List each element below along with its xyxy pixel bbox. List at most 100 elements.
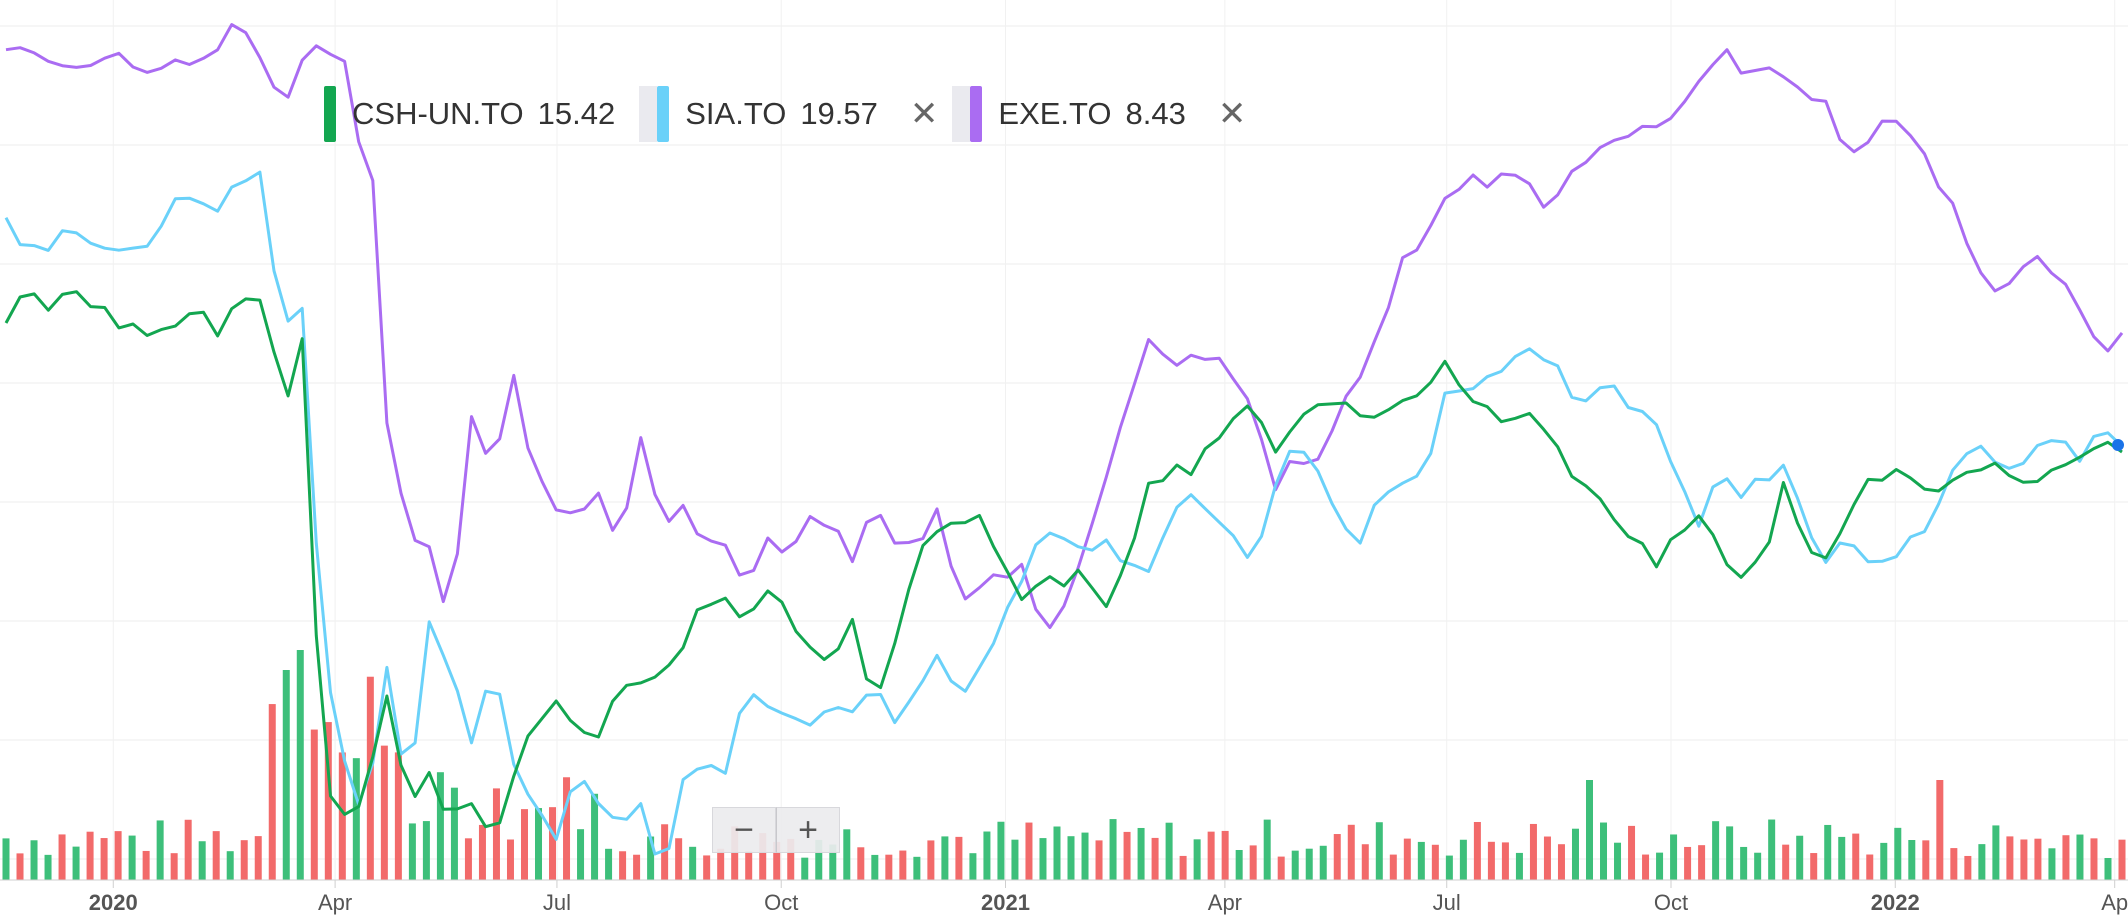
- legend-item-csh[interactable]: CSH-UN.TO 15.42: [318, 86, 639, 142]
- volume-bar: [745, 851, 753, 880]
- volume-bar: [1642, 854, 1650, 880]
- volume-bar: [2034, 838, 2042, 880]
- volume-bar: [1291, 850, 1299, 880]
- volume-bar: [941, 836, 949, 880]
- volume-bar: [955, 836, 963, 880]
- volume-bar: [1936, 780, 1944, 880]
- volume-bar: [1880, 842, 1888, 880]
- legend-value: 15.42: [537, 96, 616, 131]
- volume-bar: [1361, 844, 1369, 880]
- volume-bar: [212, 831, 220, 880]
- volume-bar: [156, 820, 164, 880]
- volume-bar: [1039, 838, 1047, 880]
- legend-symbol: EXE.TO: [998, 96, 1112, 131]
- volume-bar: [969, 853, 977, 880]
- volume-bars: [2, 650, 2126, 880]
- volume-bar: [605, 848, 613, 880]
- volume-bar: [114, 831, 122, 880]
- volume-bar: [619, 851, 627, 880]
- volume-bar: [1978, 844, 1986, 880]
- volume-bar: [661, 824, 669, 880]
- volume-bar: [492, 788, 500, 880]
- volume-bar: [1740, 846, 1748, 880]
- x-tick-label: Apr: [318, 890, 352, 915]
- volume-bar: [2062, 835, 2070, 880]
- volume-bar: [1025, 822, 1033, 880]
- close-icon[interactable]: ✕: [1217, 95, 1247, 133]
- x-tick-label: Jul: [543, 890, 571, 915]
- close-icon[interactable]: ✕: [909, 95, 939, 133]
- volume-bar: [1600, 822, 1608, 880]
- volume-bar: [899, 850, 907, 880]
- volume-bar: [1838, 836, 1846, 880]
- volume-bar: [1137, 827, 1145, 880]
- volume-bar: [1796, 835, 1804, 880]
- series-line-siato: [4, 170, 2124, 856]
- volume-bar: [296, 650, 304, 880]
- volume-bar: [1866, 854, 1874, 880]
- volume-bar: [324, 722, 332, 880]
- volume-bar: [1109, 819, 1117, 880]
- x-tick-label: Apr: [1208, 890, 1242, 915]
- volume-bar: [1333, 834, 1341, 880]
- volume-bar: [731, 826, 739, 880]
- volume-bar: [913, 856, 921, 880]
- volume-bar: [1305, 848, 1313, 880]
- volume-bar: [1487, 841, 1495, 880]
- volume-bar: [1417, 841, 1425, 880]
- volume-bar: [1768, 819, 1776, 880]
- x-tick-label: 2020: [89, 890, 138, 915]
- volume-bar: [675, 838, 683, 880]
- x-tick-label: Oct: [764, 890, 798, 915]
- volume-bar: [689, 846, 697, 880]
- volume-bar: [633, 854, 641, 880]
- volume-bar: [1852, 833, 1860, 880]
- series-line-cshunto: [4, 290, 2123, 829]
- volume-bar: [464, 838, 472, 880]
- volume-bar: [1473, 821, 1481, 880]
- volume-bar: [1922, 840, 1930, 880]
- volume-bar: [1095, 840, 1103, 880]
- legend-value: 8.43: [1125, 96, 1186, 131]
- volume-bar: [1964, 855, 1972, 880]
- legend-swatch-csh: [324, 86, 336, 142]
- volume-bar: [2048, 848, 2056, 880]
- volume-bar: [983, 831, 991, 880]
- legend-swatch-sia: [657, 86, 670, 142]
- volume-bar: [1165, 822, 1173, 880]
- x-tick-label: 2021: [981, 890, 1030, 915]
- volume-bar: [1908, 840, 1916, 880]
- volume-bar: [240, 840, 248, 880]
- series-line-exeto: [5, 23, 2124, 630]
- volume-bar: [2006, 836, 2014, 880]
- volume-bar: [1081, 832, 1089, 880]
- volume-bar: [142, 850, 150, 880]
- volume-bar: [1515, 852, 1523, 880]
- legend-item-exe[interactable]: EXE.TO 8.43 ✕: [952, 86, 1260, 142]
- legend-item-sia[interactable]: SIA.TO 19.57 ✕: [639, 86, 952, 142]
- volume-bar: [927, 840, 935, 880]
- volume-bar: [1067, 836, 1075, 880]
- volume-bar: [520, 809, 528, 880]
- volume-bar: [198, 841, 206, 880]
- volume-bar: [843, 829, 851, 880]
- volume-bar: [1235, 849, 1243, 880]
- volume-bar: [2104, 857, 2112, 880]
- volume-bar: [422, 821, 430, 880]
- volume-bar: [1614, 842, 1622, 880]
- volume-bar: [380, 745, 388, 880]
- crosshair-dot: [2112, 439, 2124, 451]
- price-lines: [4, 23, 2124, 856]
- volume-bar: [478, 824, 486, 880]
- volume-bar: [815, 839, 823, 880]
- zoom-in-button[interactable]: +: [776, 807, 840, 853]
- zoom-out-button[interactable]: −: [712, 807, 776, 853]
- volume-bar: [254, 836, 262, 880]
- x-tick-label: Ap: [2101, 890, 2128, 915]
- volume-bar: [1459, 839, 1467, 880]
- volume-bar: [2020, 839, 2028, 880]
- volume-bar: [1894, 827, 1902, 880]
- volume-bar: [1698, 845, 1706, 880]
- volume-bar: [506, 839, 514, 880]
